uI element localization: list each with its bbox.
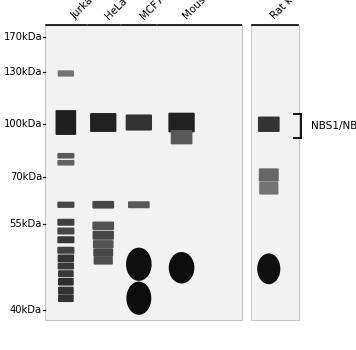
- FancyBboxPatch shape: [94, 257, 113, 265]
- FancyBboxPatch shape: [57, 228, 74, 234]
- FancyBboxPatch shape: [58, 262, 74, 270]
- FancyBboxPatch shape: [58, 278, 74, 286]
- Text: 40kDa: 40kDa: [10, 305, 42, 315]
- Ellipse shape: [126, 281, 151, 315]
- FancyBboxPatch shape: [92, 201, 114, 209]
- FancyBboxPatch shape: [92, 222, 114, 230]
- Text: 70kDa: 70kDa: [10, 172, 42, 182]
- FancyBboxPatch shape: [93, 240, 114, 248]
- Ellipse shape: [169, 252, 194, 284]
- Text: 100kDa: 100kDa: [4, 119, 42, 129]
- FancyBboxPatch shape: [258, 117, 280, 132]
- FancyBboxPatch shape: [58, 70, 74, 77]
- FancyBboxPatch shape: [168, 113, 195, 132]
- Text: MCF7: MCF7: [139, 0, 166, 21]
- FancyBboxPatch shape: [93, 231, 114, 240]
- FancyBboxPatch shape: [58, 270, 74, 277]
- FancyBboxPatch shape: [57, 236, 74, 243]
- FancyBboxPatch shape: [126, 114, 152, 131]
- Text: NBS1/NBN: NBS1/NBN: [312, 121, 356, 131]
- FancyBboxPatch shape: [90, 113, 116, 132]
- FancyBboxPatch shape: [57, 219, 74, 226]
- FancyBboxPatch shape: [171, 130, 192, 144]
- FancyBboxPatch shape: [58, 254, 74, 262]
- FancyBboxPatch shape: [57, 247, 74, 254]
- FancyBboxPatch shape: [57, 153, 74, 159]
- Text: 170kDa: 170kDa: [4, 32, 42, 42]
- FancyBboxPatch shape: [58, 294, 74, 302]
- FancyBboxPatch shape: [93, 248, 113, 257]
- FancyBboxPatch shape: [57, 160, 74, 166]
- Bar: [251, 25, 299, 320]
- Text: HeLa: HeLa: [103, 0, 129, 21]
- FancyBboxPatch shape: [128, 201, 150, 208]
- Text: 55kDa: 55kDa: [10, 219, 42, 229]
- Text: Mouse heart: Mouse heart: [182, 0, 235, 21]
- Ellipse shape: [257, 253, 281, 284]
- FancyBboxPatch shape: [58, 287, 74, 294]
- FancyBboxPatch shape: [259, 168, 279, 182]
- Text: 130kDa: 130kDa: [4, 67, 42, 77]
- Text: Rat kidney: Rat kidney: [269, 0, 315, 21]
- Text: Jurkat: Jurkat: [69, 0, 98, 21]
- Ellipse shape: [126, 248, 152, 281]
- FancyBboxPatch shape: [57, 202, 74, 208]
- Bar: [44, 25, 242, 320]
- FancyBboxPatch shape: [56, 110, 76, 135]
- FancyBboxPatch shape: [259, 182, 278, 195]
